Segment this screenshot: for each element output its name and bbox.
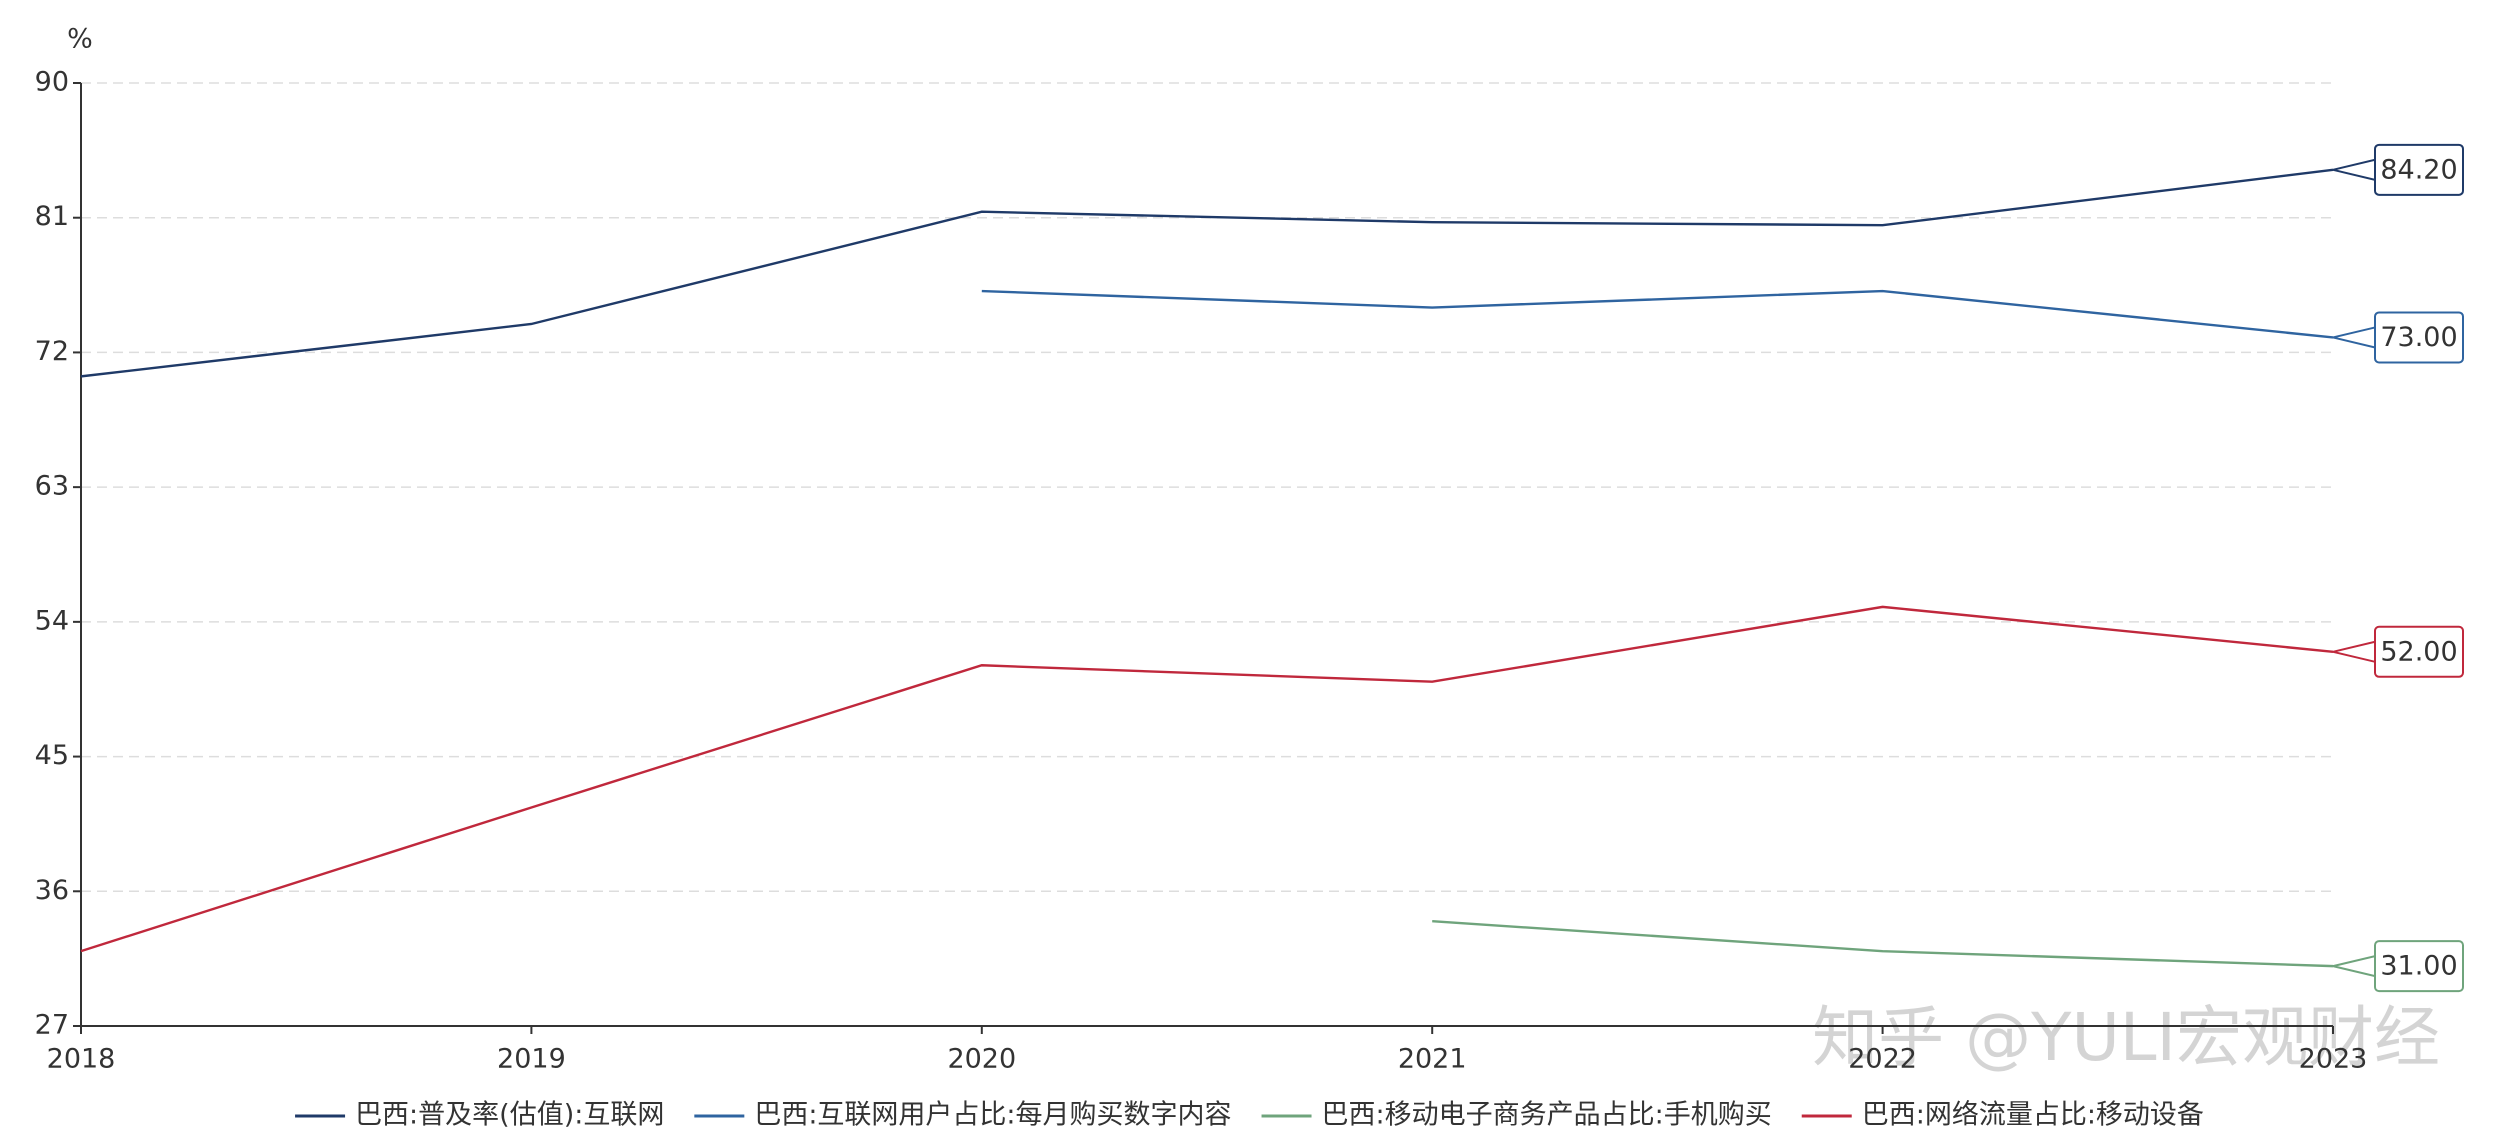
y-tick-label: 36 [35, 875, 69, 906]
x-tick-label: 2020 [947, 1044, 1016, 1075]
value-label: 84.20 [2380, 154, 2457, 185]
y-tick-label: 72 [35, 336, 69, 367]
value-label: 52.00 [2380, 636, 2457, 667]
label-box [2374, 143, 2464, 196]
series-line [80, 605, 2334, 953]
x-tick-label: 2021 [1398, 1044, 1467, 1075]
value-label: 31.00 [2380, 951, 2457, 982]
series-line [80, 168, 2334, 378]
label-box [2374, 311, 2464, 364]
y-tick-label: 81 [35, 201, 69, 232]
value-label: 73.00 [2380, 322, 2457, 353]
x-tick-label: 2018 [47, 1044, 116, 1075]
x-tick-label: 2019 [497, 1044, 566, 1075]
legend-label: 巴西:普及率(估值):互联网 [355, 1100, 664, 1131]
legend-label: 巴西:移动电子商务产品占比:手机购买 [1322, 1100, 1772, 1131]
legend: 巴西:普及率(估值):互联网 巴西:互联网用户占比:每月购买数字内容 巴西:移动电子… [295, 1100, 2204, 1131]
y-tick-label: 90 [35, 67, 69, 98]
y-tick-label: 63 [35, 471, 69, 502]
y-tick-label: 45 [35, 740, 69, 771]
watermark: 知乎 @YULI宏观财经 [1812, 999, 2440, 1076]
series-line [981, 289, 2334, 339]
legend-label: 巴西:网络流量占比:移动设备 [1862, 1100, 2204, 1131]
y-tick-label: 27 [35, 1010, 69, 1041]
label-pointer [2332, 158, 2376, 182]
label-pointer [2332, 954, 2376, 978]
label-box [2374, 940, 2464, 993]
x-tick-label: 2022 [1848, 1044, 1917, 1075]
y-axis-unit: % [67, 24, 93, 55]
series-line [1432, 920, 2334, 968]
y-tick-label: 54 [35, 605, 69, 636]
legend-label: 巴西:互联网用户占比:每月购买数字内容 [754, 1100, 1231, 1131]
label-pointer [2332, 640, 2376, 664]
label-pointer [2332, 326, 2376, 349]
x-tick-label: 2023 [2299, 1044, 2368, 1075]
label-box [2374, 625, 2464, 678]
